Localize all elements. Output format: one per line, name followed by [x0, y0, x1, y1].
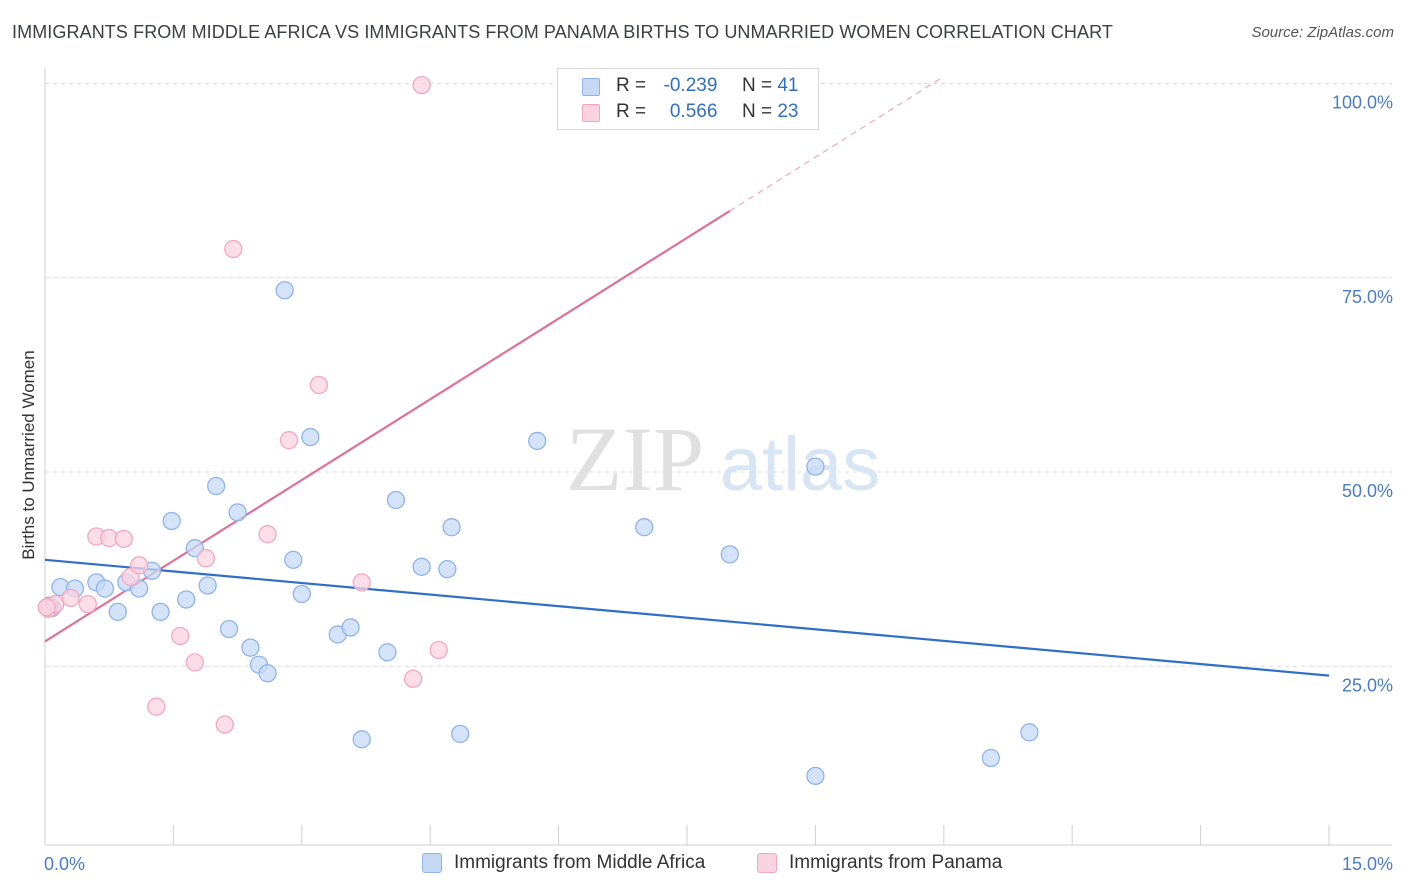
data-point-series-0 [438, 560, 457, 579]
data-point-series-0 [806, 457, 825, 476]
x-tick-label-max: 15.0% [1342, 854, 1393, 874]
legend-n-label: N = [741, 101, 773, 122]
legend-swatch-middle-africa [582, 78, 600, 96]
bottom-legend-label-panama: Immigrants from Panama [789, 852, 1003, 873]
data-point-series-0 [528, 431, 547, 451]
data-point-series-0 [207, 476, 226, 496]
data-point-series-1 [412, 75, 431, 95]
data-points [37, 75, 1039, 785]
x-tick-labels: 0.0% 15.0% [44, 854, 1393, 874]
data-point-series-0 [284, 550, 303, 569]
data-point-series-0 [228, 503, 247, 522]
data-point-series-1 [309, 375, 329, 395]
data-point-series-1 [352, 573, 371, 592]
data-point-series-1 [130, 556, 149, 575]
data-point-series-1 [403, 669, 423, 688]
legend-n-value-panama: 23 [777, 101, 799, 122]
y-tick-label: 75.0% [1342, 287, 1393, 307]
y-tick-labels: 25.0% 50.0% 75.0% 100.0% [1332, 93, 1393, 696]
bottom-legend-label-middle-africa: Immigrants from Middle Africa [454, 852, 706, 873]
data-point-series-1 [61, 588, 80, 608]
bottom-legend-swatch-middle-africa [422, 853, 442, 873]
stats-legend: R = -0.239 N = 41 R = 0.566 N = 23 [557, 68, 819, 130]
data-point-series-1 [37, 598, 56, 617]
y-tick-label: 100.0% [1332, 93, 1393, 113]
trend-lines [44, 76, 1330, 677]
data-point-series-0 [95, 579, 115, 598]
data-point-series-1 [171, 626, 190, 646]
data-point-series-0 [386, 490, 406, 510]
chart-title: IMMIGRANTS FROM MIDDLE AFRICA VS IMMIGRA… [12, 22, 1113, 42]
axes [44, 68, 1392, 846]
data-point-series-0 [451, 724, 470, 744]
source-label: Source: ZipAtlas.com [1251, 24, 1394, 41]
legend-r-label: R = [616, 101, 647, 122]
data-point-series-1 [215, 715, 234, 734]
data-point-series-0 [241, 638, 260, 657]
data-point-series-0 [151, 602, 170, 622]
data-point-series-0 [301, 427, 320, 447]
data-point-series-1 [78, 594, 97, 614]
data-point-series-0 [108, 602, 127, 622]
watermark-atlas: atlas [720, 422, 881, 507]
data-point-series-0 [412, 557, 431, 576]
data-point-series-0 [806, 766, 825, 785]
data-point-series-1 [224, 239, 243, 259]
data-point-series-1 [279, 431, 299, 450]
data-point-series-0 [198, 576, 217, 595]
data-point-series-1 [147, 697, 166, 716]
legend-r-value-middle-africa: -0.239 [663, 75, 718, 96]
data-point-series-0 [162, 511, 181, 531]
data-point-series-0 [352, 730, 371, 749]
data-point-series-0 [292, 584, 311, 604]
data-point-series-1 [114, 529, 133, 549]
data-point-series-0 [442, 518, 461, 537]
watermark-zip: ZIP [566, 408, 704, 510]
data-point-series-0 [635, 518, 654, 537]
data-point-series-1 [196, 549, 216, 568]
data-point-series-0 [219, 619, 239, 639]
data-point-series-0 [1020, 723, 1039, 742]
data-point-series-0 [341, 618, 360, 637]
legend-n-label: N = [741, 75, 773, 96]
data-point-series-1 [258, 525, 277, 544]
trend-line-extension-series-1 [729, 76, 945, 212]
trend-line-series-0 [44, 558, 1330, 677]
y-tick-label: 25.0% [1342, 675, 1393, 695]
y-axis-title: Births to Unmarried Women [19, 350, 38, 559]
data-point-series-0 [720, 545, 739, 564]
bottom-legend-swatch-panama [757, 853, 777, 873]
data-point-series-1 [429, 640, 448, 660]
data-point-series-0 [258, 664, 277, 683]
legend-n-value-middle-africa: 41 [777, 75, 799, 96]
data-point-series-1 [185, 653, 204, 672]
watermark: ZIP atlas [566, 408, 880, 510]
data-point-series-0 [378, 643, 397, 662]
data-point-series-0 [177, 590, 196, 609]
data-point-series-0 [275, 281, 294, 300]
legend-r-value-panama: 0.566 [669, 101, 718, 122]
legend-swatch-panama [582, 104, 600, 122]
y-tick-label: 50.0% [1342, 481, 1393, 501]
data-point-series-0 [981, 748, 1001, 768]
legend-r-label: R = [616, 75, 647, 96]
x-tick-label-min: 0.0% [44, 854, 85, 874]
